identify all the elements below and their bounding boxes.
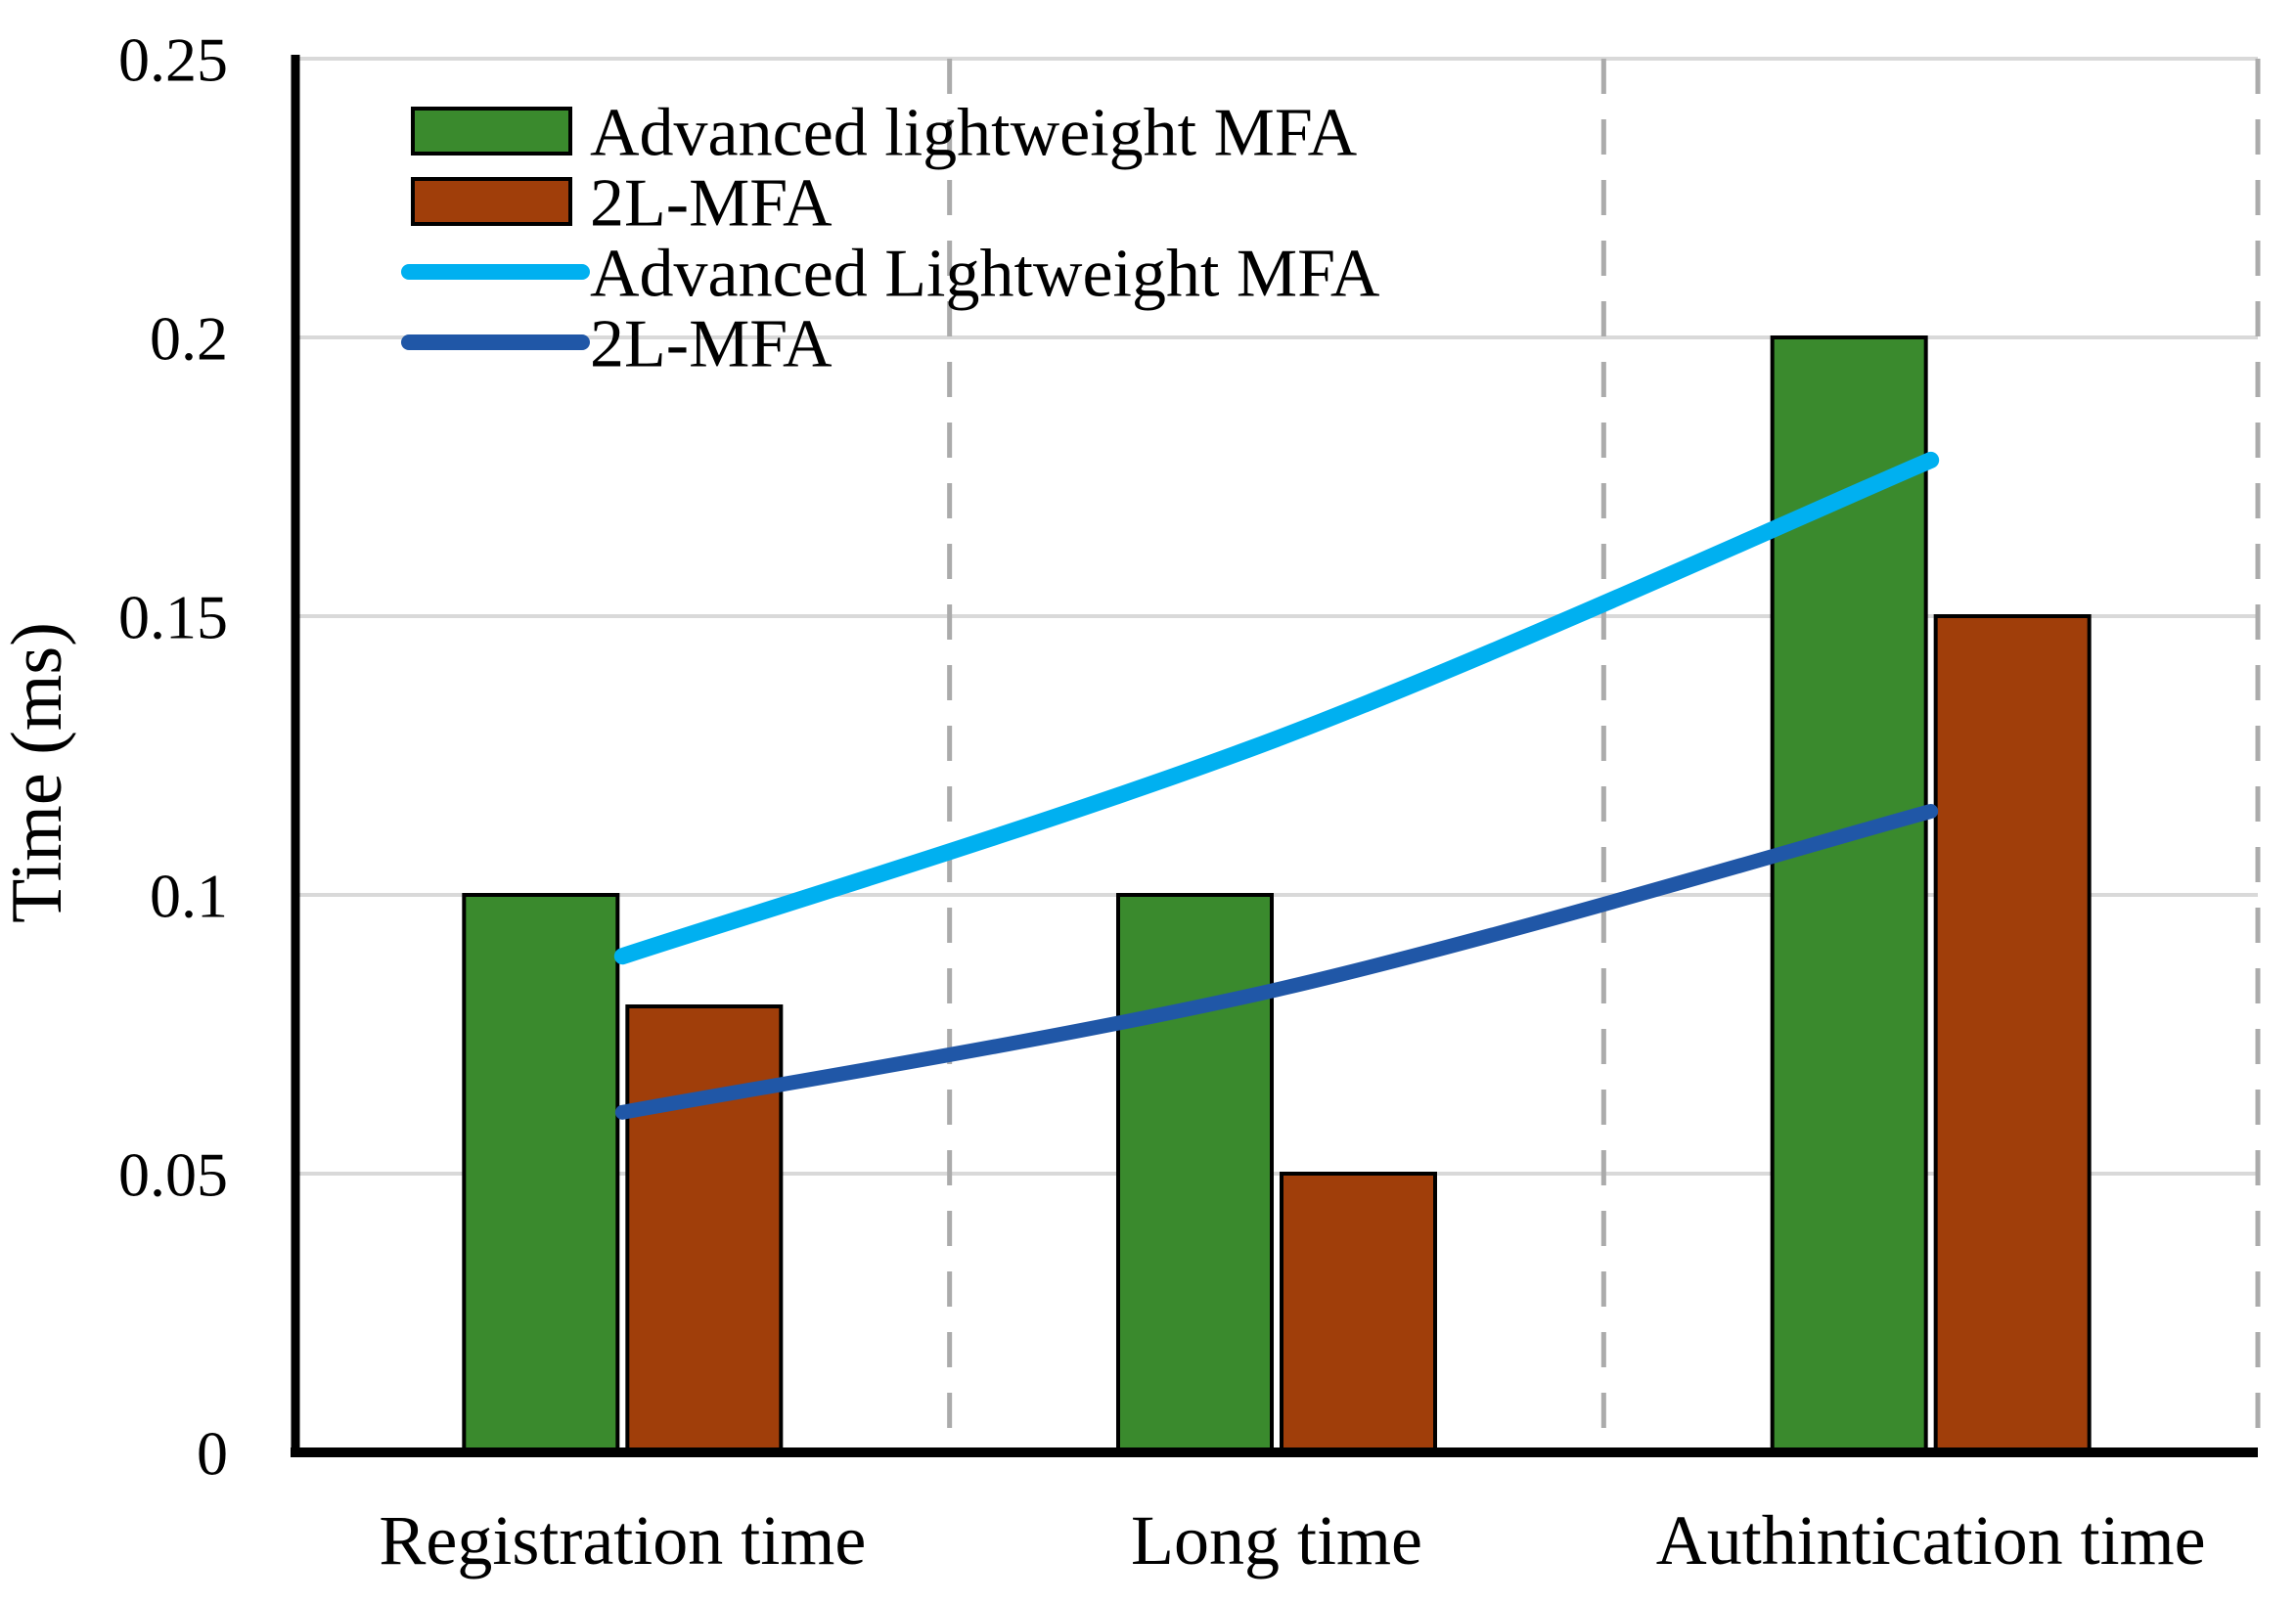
legend-label-advanced-lightweight-mfa-0: Advanced lightweight MFA: [590, 96, 1358, 171]
legend-swatch-rect-2l-mfa-1: [411, 177, 572, 226]
line-advanced-lightweight-mfa-0: [613, 451, 1940, 965]
bar-2l-mfa-registration-time: [625, 1004, 784, 1454]
x-tick-label-authintication-time: Authintication time: [1656, 1501, 2206, 1580]
legend-label-2l-mfa-1: 2L-MFA: [590, 166, 833, 242]
line-2l-mfa-1: [614, 804, 1939, 1120]
x-tick-label-registration-time: Registration time: [379, 1501, 866, 1580]
y-tick-label-0.15: 0.15: [118, 582, 228, 651]
bar-2l-mfa-authintication-time: [1933, 614, 2092, 1454]
y-tick-label-0.05: 0.05: [118, 1139, 228, 1209]
x-tick-label-long-time: Long time: [1131, 1501, 1422, 1580]
legend-label-advanced-lightweight-mfa-2: Advanced Lightweight MFA: [590, 237, 1380, 312]
y-axis-title: Time (ms): [0, 622, 77, 923]
bar-2l-mfa-long-time: [1280, 1172, 1437, 1454]
y-tick-label-0.2: 0.2: [150, 303, 228, 373]
y-tick-label-0.1: 0.1: [150, 861, 228, 930]
bar-advanced-lightweight-mfa-long-time: [1116, 893, 1274, 1454]
y-tick-label-0: 0: [197, 1418, 228, 1488]
y-tick-label-0.25: 0.25: [118, 24, 228, 94]
legend-label-2l-mfa-3: 2L-MFA: [590, 307, 833, 382]
legend-swatch-rect-advanced-lightweight-mfa-0: [411, 107, 572, 156]
bar-advanced-lightweight-mfa-registration-time: [462, 893, 620, 1454]
